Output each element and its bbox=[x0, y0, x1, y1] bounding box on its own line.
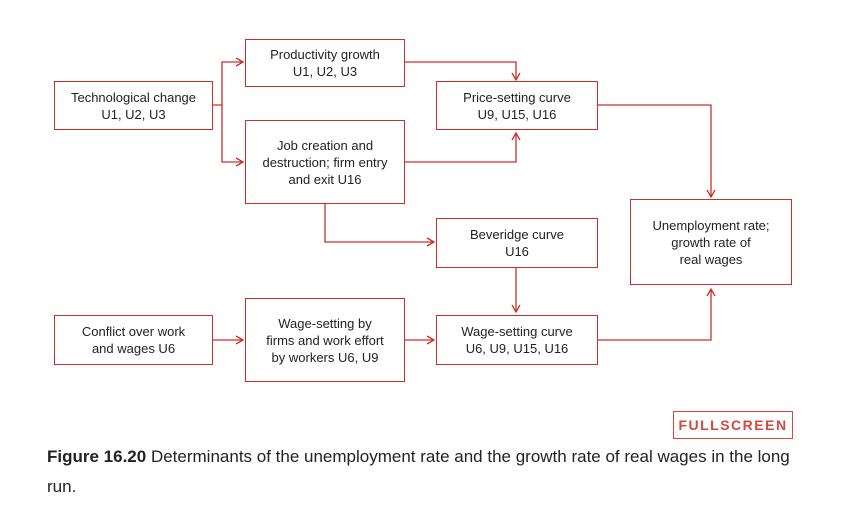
node-price-setting-curve-label: Price-setting curve U9, U15, U16 bbox=[463, 89, 571, 122]
node-wage-setting-curve-label: Wage-setting curve U6, U9, U15, U16 bbox=[461, 324, 573, 356]
node-wage-setting-curve: Wage-setting curve U6, U9, U15, U16 bbox=[436, 315, 598, 365]
node-conflict: Conflict over work and wages U6 bbox=[54, 315, 213, 365]
node-job-creation: Job creation and destruction; firm entry… bbox=[245, 120, 405, 204]
figure-number: Figure 16.20 bbox=[47, 447, 147, 466]
node-wage-setting-firms-label: Wage-setting by firms and work effort by… bbox=[266, 315, 384, 365]
node-conflict-label: Conflict over work and wages U6 bbox=[81, 324, 186, 356]
node-beveridge-curve: Beveridge curve U16 bbox=[436, 218, 598, 268]
node-price-setting-curve: Price-setting curve U9, U15, U16 bbox=[436, 81, 598, 130]
node-unemployment-rate-label: Unemployment rate; growth rate of real w… bbox=[652, 217, 770, 267]
node-job-creation-label: Job creation and destruction; firm entry… bbox=[262, 137, 388, 187]
figure-caption: Figure 16.20 Determinants of the unemplo… bbox=[47, 442, 807, 502]
arrow-job-to-beveridge bbox=[324, 204, 436, 247]
node-technological-change: Technological change U1, U2, U3 bbox=[54, 81, 213, 130]
arrow-wage-curve-to-unemployment bbox=[598, 287, 716, 341]
arrow-job-to-price bbox=[405, 131, 521, 163]
node-productivity-growth-label: Productivity growth U1, U2, U3 bbox=[270, 47, 380, 79]
arrow-tech-to-productivity bbox=[213, 57, 245, 106]
diagram-connectors bbox=[213, 57, 716, 345]
arrow-productivity-to-price bbox=[405, 61, 521, 82]
node-productivity-growth: Productivity growth U1, U2, U3 bbox=[245, 39, 405, 87]
arrow-price-to-unemployment bbox=[598, 104, 716, 199]
node-technological-change-label: Technological change U1, U2, U3 bbox=[70, 89, 197, 122]
flow-diagram: Technological change U1, U2, U3 Producti… bbox=[54, 39, 792, 382]
node-wage-setting-firms: Wage-setting by firms and work effort by… bbox=[245, 298, 405, 382]
node-unemployment-rate: Unemployment rate; growth rate of real w… bbox=[630, 199, 792, 285]
fullscreen-button[interactable]: FULLSCREEN bbox=[673, 411, 793, 439]
arrow-tech-to-job-creation bbox=[221, 105, 245, 167]
figure-caption-text: Determinants of the unemployment rate an… bbox=[47, 447, 790, 496]
node-beveridge-curve-label: Beveridge curve U16 bbox=[470, 227, 564, 259]
